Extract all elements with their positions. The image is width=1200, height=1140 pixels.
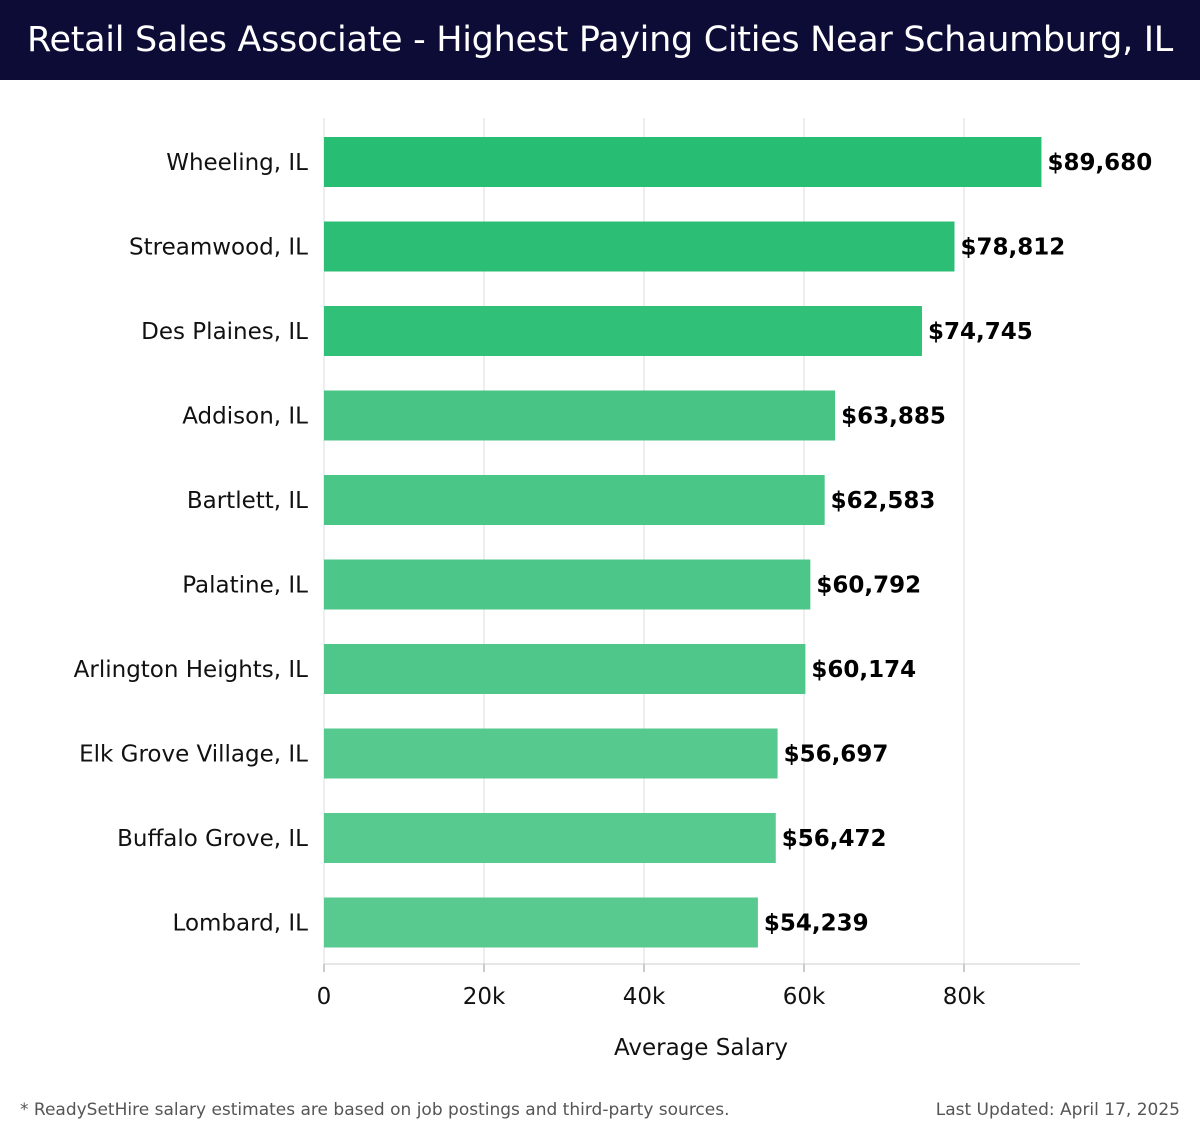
category-label: Des Plaines, IL — [141, 319, 308, 345]
x-tick-label: 80k — [943, 984, 986, 1010]
bar-value-label: $63,885 — [841, 404, 946, 430]
bar-value-label: $89,680 — [1047, 150, 1152, 176]
salary-bar-chart: 0 20k 40k 60k 80k Wheeling, IL $89,680 Streamwo… — [74, 118, 1153, 1061]
bar-value-label: $60,174 — [811, 657, 916, 683]
x-tick-label: 0 — [317, 984, 332, 1010]
category-label: Palatine, IL — [182, 573, 308, 599]
category-label: Streamwood, IL — [129, 235, 308, 261]
bar-value-label: $78,812 — [960, 235, 1065, 261]
category-label: Lombard, IL — [173, 911, 309, 937]
bar — [324, 644, 806, 694]
bar — [324, 559, 811, 610]
category-label: Arlington Heights, IL — [74, 657, 309, 683]
bars — [324, 137, 1042, 948]
x-tick-label: 20k — [463, 984, 506, 1010]
category-label: Wheeling, IL — [166, 150, 308, 176]
category-label: Buffalo Grove, IL — [117, 826, 308, 852]
bar — [324, 897, 758, 948]
x-tick-label: 40k — [623, 984, 666, 1010]
page-title: Retail Sales Associate - Highest Paying … — [27, 20, 1173, 60]
bar — [324, 137, 1042, 187]
labels: 0 20k 40k 60k 80k Wheeling, IL $89,680 Streamwo… — [74, 150, 1153, 1010]
category-label: Addison, IL — [182, 404, 308, 430]
bar-value-label: $56,472 — [782, 826, 887, 852]
category-label: Elk Grove Village, IL — [79, 742, 308, 768]
bar — [324, 306, 922, 356]
title-bar: Retail Sales Associate - Highest Paying … — [0, 0, 1200, 80]
bar — [324, 813, 776, 863]
bar-value-label: $60,792 — [816, 573, 921, 599]
footer-note: * ReadySetHire salary estimates are base… — [20, 1100, 730, 1120]
x-axis-title: Average Salary — [614, 1035, 788, 1061]
x-tick-label: 60k — [783, 984, 826, 1010]
bar-value-label: $56,697 — [784, 742, 889, 768]
bar — [324, 475, 825, 525]
bar-value-label: $54,239 — [764, 911, 869, 937]
footer-last-updated: Last Updated: April 17, 2025 — [935, 1100, 1180, 1120]
category-label: Bartlett, IL — [187, 488, 308, 514]
bar — [324, 221, 955, 272]
bar — [324, 728, 778, 779]
bar-value-label: $74,745 — [928, 319, 1033, 345]
bar-value-label: $62,583 — [831, 488, 936, 514]
bar — [324, 390, 836, 441]
